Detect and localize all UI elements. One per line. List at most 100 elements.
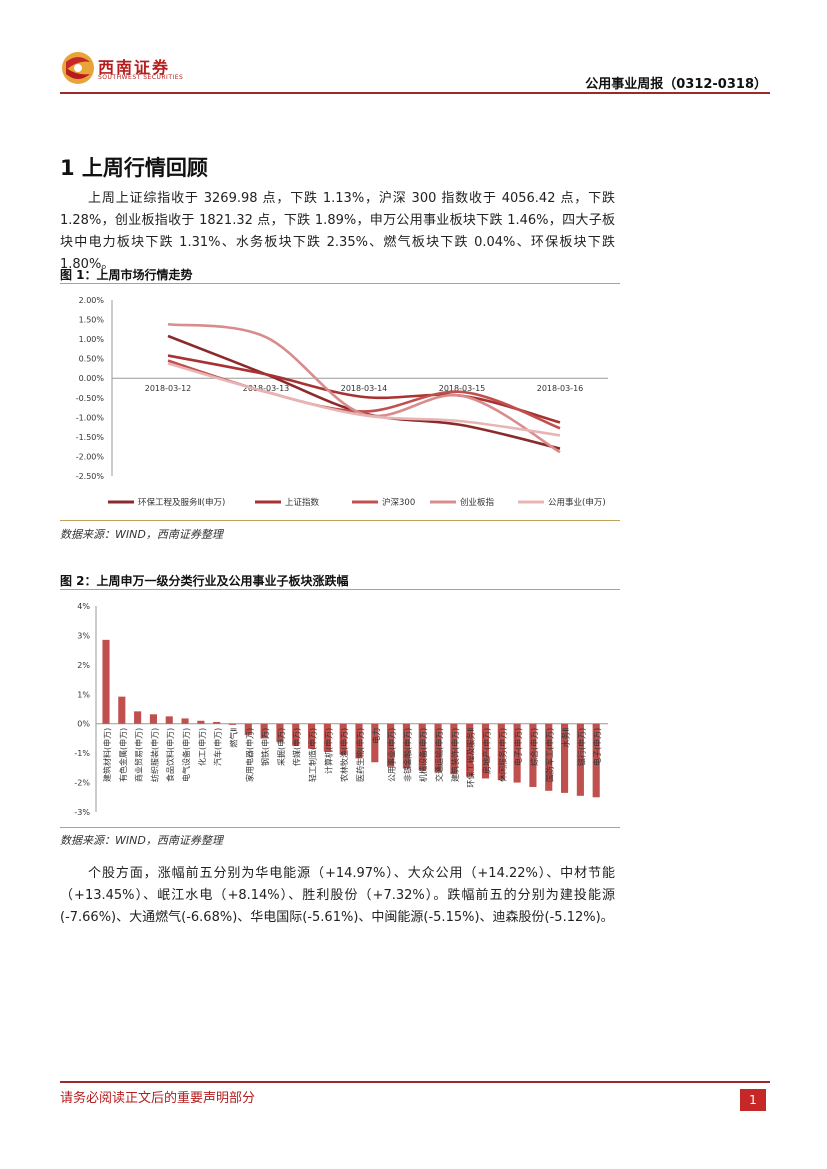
category-label: 环保工程及服务Ⅱ [466,728,476,788]
x-tick-label: 2018-03-16 [537,384,584,393]
figure2-title: 图 2：上周申万一级分类行业及公用事业子板块涨跌幅 [60,574,349,588]
category-label: 传媒(申万) [292,728,302,766]
category-label: 家用电器(申万) [244,728,254,782]
y-tick-label: 2% [77,661,90,670]
bar-11 [276,723,284,742]
report-title: 公用事业周报（0312-0318） [585,77,767,92]
y-tick-label: 1.50% [79,316,105,325]
footer-divider [60,1081,770,1083]
category-label: 综合(申万) [529,728,539,766]
y-tick-label: -1.00% [76,413,105,422]
figure1-top-rule [60,283,620,284]
category-label: 水务Ⅱ [561,728,571,748]
bar-27 [529,723,537,787]
bar-20 [418,723,426,771]
legend-label-2: 沪深300 [382,497,415,508]
y-tick-label: -3% [74,808,90,817]
category-label: 电子(申万) [592,728,602,766]
y-tick-label: -2.00% [76,452,105,461]
series-line-2 [167,359,561,430]
series-line-1 [167,354,561,424]
category-label: 休闲服务(申万) [497,728,507,782]
series-line-4 [167,362,561,437]
bar-17 [371,723,379,763]
bar-30 [576,723,584,796]
y-tick-label: 0% [77,720,90,729]
category-label: 医药生物(申万) [355,728,365,782]
category-label: 电力 [371,728,381,744]
header-divider [60,92,770,94]
y-tick-label: -0.50% [76,394,105,403]
x-tick-label: 2018-03-12 [145,384,192,393]
y-tick-label: -1% [74,749,90,758]
y-tick-label: 2.00% [79,296,105,305]
stock-movers-paragraph: 个股方面，涨幅前五分别为华电能源（+14.97%）、大众公用（+14.22%）、… [60,866,615,925]
y-tick-label: -2% [74,779,90,788]
bar-16 [355,723,363,759]
section-title: 1 上周行情回顾 [60,156,208,180]
figure1-bottom-rule [60,520,620,521]
bar-31 [592,723,600,798]
y-tick-label: -1.50% [76,433,105,442]
disclaimer-note: 请务必阅读正文后的重要声明部分 [60,1091,256,1106]
legend-label-1: 上证指数 [285,497,320,508]
category-label: 农林牧渔(申万) [339,728,349,782]
category-label: 化工(申万) [197,728,207,766]
bar-3 [149,714,157,724]
category-label: 燃气Ⅱ [229,728,239,748]
category-label: 建筑装饰(申万) [450,728,460,782]
y-tick-label: 1% [77,690,90,699]
y-tick-label: -2.50% [76,472,105,481]
logo-chinese-name: 西南证券 [98,58,171,77]
bar-2 [134,711,142,724]
figure2-bottom-rule [60,827,620,828]
category-label: 公用事业(申万) [387,728,397,782]
company-logo [62,52,94,84]
category-label: 汽车(申万) [213,728,223,766]
category-label: 纺织服装(申万) [149,728,159,782]
figure2-top-rule [60,589,620,590]
figure1-source: 数据来源：WIND，西南证券整理 [60,528,223,541]
bar-22 [450,723,458,775]
bar-21 [434,723,442,773]
bar-4 [165,716,173,724]
bar-28 [545,723,553,791]
bar-5 [181,718,189,724]
bar-9 [244,723,252,735]
bar-8 [228,723,237,725]
market-summary-paragraph: 上周上证综指收于 3269.98 点，下跌 1.13%，沪深 300 指数收于 … [60,191,615,272]
category-label: 国防军工(申万) [545,728,555,782]
y-tick-label: 1.00% [79,335,105,344]
y-tick-label: 3% [77,631,90,640]
bar-7 [213,721,221,724]
bar-12 [292,723,300,746]
bar-25 [497,723,505,781]
y-tick-label: 0.50% [79,355,105,364]
category-label: 建筑材料(申万) [102,728,112,782]
category-label: 机械设备(申万) [418,728,428,782]
category-label: 房地产(申万) [482,728,492,774]
bar-23 [466,723,474,777]
bar-1 [118,696,126,724]
x-tick-label: 2018-03-13 [243,384,290,393]
bar-26 [513,723,521,783]
category-label: 采掘(申万) [276,728,286,766]
bar-13 [308,723,316,749]
legend-label-0: 环保工程及服务Ⅱ(申万) [138,497,225,508]
category-label: 钢铁(申万) [260,728,270,766]
category-label: 商业贸易(申万) [134,728,144,782]
category-label: 交通运输(申万) [434,728,444,782]
category-label: 电气设备(申万) [181,728,191,782]
bar-18 [387,723,395,767]
bar-24 [481,723,490,779]
y-tick-label: 4% [77,602,90,611]
category-label: 有色金属(申万) [118,728,128,782]
category-label: 电子(申万) [513,728,523,766]
logo-english-name: SOUTHWEST SECURITIES [98,74,184,81]
bar-6 [197,720,205,724]
y-tick-label: 0.00% [79,374,105,383]
bar-19 [402,723,410,769]
x-tick-label: 2018-03-15 [439,384,486,393]
category-label: 计算机(申万) [323,728,333,774]
bar-29 [561,723,569,793]
